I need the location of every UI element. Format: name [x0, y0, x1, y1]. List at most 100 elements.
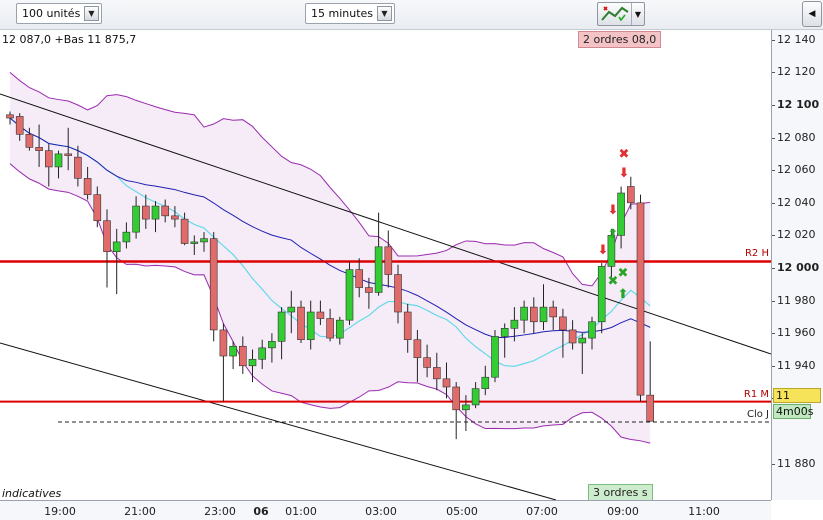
candle-body — [44, 150, 53, 168]
candle-body — [15, 116, 24, 135]
candle — [268, 333, 276, 363]
candle-body — [268, 341, 276, 349]
chevron-down-icon[interactable]: ▼ — [377, 6, 392, 21]
candle-body — [403, 311, 412, 341]
candle — [626, 176, 635, 210]
candle — [394, 264, 402, 324]
candle — [500, 323, 509, 358]
price-axis-tick — [772, 105, 775, 106]
candle-body — [83, 178, 92, 195]
candle-body — [180, 218, 189, 244]
candle-body — [588, 321, 596, 339]
candle — [403, 303, 412, 353]
bollinger-band-fill — [10, 72, 651, 444]
candle — [374, 212, 383, 296]
candle-body — [190, 241, 199, 244]
price-axis-label: 11 980 — [777, 293, 816, 307]
candle-body — [423, 357, 431, 368]
footnote: indicatives — [2, 487, 62, 500]
candle-body — [365, 287, 373, 293]
candle-body — [103, 220, 111, 252]
close-level-label: Clo J — [746, 409, 769, 421]
candle-body — [335, 319, 344, 339]
price-axis-label: 12 140 — [777, 32, 816, 46]
scroll-right-button[interactable]: ◀ — [802, 1, 822, 27]
candle — [287, 290, 296, 334]
candle — [471, 382, 480, 409]
candle-body — [471, 388, 480, 406]
candle — [442, 362, 451, 399]
candle — [15, 113, 24, 141]
candle — [200, 232, 208, 252]
candle — [384, 230, 393, 288]
price-chart[interactable]: ✖⬇⬇⬇⬆✖✖⬆ — [0, 30, 771, 500]
candle-body — [258, 347, 267, 360]
timeframe-select[interactable]: 15 minutes ▼ — [305, 3, 395, 24]
candle — [161, 199, 169, 223]
candle-timer-badge: 4m00s — [773, 404, 813, 419]
price-axis-label: 12 020 — [777, 228, 816, 242]
candle — [617, 186, 625, 249]
time-axis-label: 11:00 — [688, 505, 720, 518]
price-axis[interactable]: 12 140 12 120 12 100 12 080 12 060 12 040 12 0… — [771, 30, 823, 500]
candle — [568, 320, 577, 350]
strategy-button[interactable]: ▼ — [597, 2, 645, 26]
r1-level-label: R1 M — [743, 388, 769, 400]
candle — [355, 258, 364, 298]
trendline-lower — [0, 342, 557, 500]
sell-arrow-icon: ⬇ — [598, 243, 609, 258]
candle — [180, 212, 189, 246]
candle — [229, 341, 237, 370]
sell-arrow-icon: ⬇ — [619, 166, 630, 181]
orders-badge-top[interactable]: 2 ordres 08,0 — [578, 31, 662, 48]
orders-badge-bottom[interactable]: 3 ordres s — [588, 484, 653, 500]
candle — [25, 127, 34, 151]
candle — [209, 232, 218, 342]
candle-body — [355, 269, 364, 288]
candle-body — [578, 337, 587, 344]
candle — [122, 222, 131, 249]
time-axis-label: 06 — [253, 505, 269, 518]
candle-body — [510, 319, 519, 329]
candle — [44, 144, 53, 187]
chevron-down-icon[interactable]: ▼ — [84, 6, 99, 21]
bollinger-upper-line — [9, 72, 651, 287]
candle — [74, 145, 82, 187]
time-axis-label: 01:00 — [285, 505, 317, 518]
time-axis-label: 03:00 — [365, 505, 397, 518]
candle-body — [6, 114, 14, 119]
candle-body — [345, 269, 354, 321]
candle-body — [54, 153, 63, 168]
candle — [93, 186, 102, 228]
chart-area[interactable]: ✖ ⬇ ⬇ ⬇ ⬆ ✖ ✖ ⬆ 12 087,0 +Bas 11 875,7 2 ordres… — [0, 30, 771, 500]
candle-body — [171, 215, 179, 220]
candle — [316, 300, 325, 326]
candle-body — [151, 205, 160, 220]
candle — [54, 150, 63, 179]
candle-body — [568, 329, 577, 344]
candle — [6, 111, 14, 125]
candle — [103, 209, 111, 288]
candle — [345, 261, 354, 326]
price-info: 12 087,0 +Bas 11 875,7 — [2, 33, 137, 46]
candle-body — [597, 266, 606, 323]
candle-body — [35, 147, 43, 151]
price-axis-label: 11 880 — [777, 456, 816, 470]
candle — [277, 307, 286, 360]
arrow-right-icon: ◀ — [808, 9, 816, 19]
candle — [578, 333, 587, 374]
time-axis-label: 23:00 — [204, 505, 236, 518]
time-axis[interactable]: 19:00 21:00 23:00 06 01:00 03:00 05:00 07:00 09:… — [0, 500, 771, 520]
candle-body — [500, 328, 509, 337]
price-axis-tick — [772, 300, 775, 302]
candle-body — [239, 345, 247, 367]
units-select[interactable]: 100 unités ▼ — [16, 3, 102, 24]
chevron-down-icon[interactable]: ▼ — [631, 3, 644, 25]
candle-body — [306, 311, 315, 341]
candle-body — [93, 194, 102, 222]
candle-body — [539, 306, 548, 323]
toolbar: 100 unités ▼ 15 minutes ▼ ▼ ◀ — [0, 0, 823, 30]
candle-body — [636, 202, 645, 396]
candle-body — [452, 386, 461, 411]
candle-body — [384, 246, 393, 275]
